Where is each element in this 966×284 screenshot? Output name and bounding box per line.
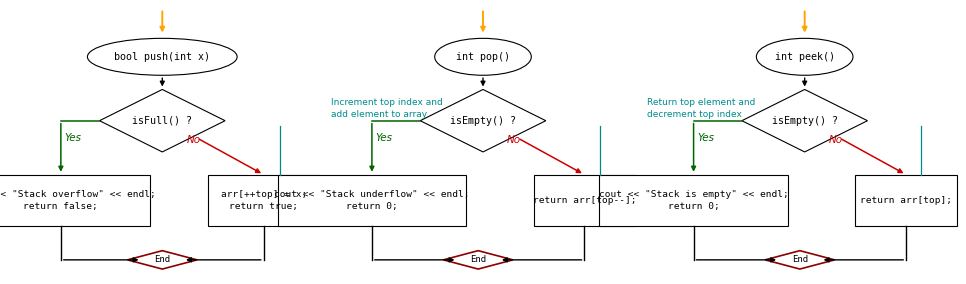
Bar	[856, 175, 956, 226]
Text: isFull() ?: isFull() ?	[132, 116, 192, 126]
Ellipse shape	[435, 38, 531, 75]
Text: Yes: Yes	[697, 133, 715, 143]
Text: No: No	[507, 135, 522, 145]
Polygon shape	[99, 89, 225, 152]
Ellipse shape	[88, 38, 238, 75]
Bar	[278, 175, 466, 226]
Text: Increment top index and
add element to array: Increment top index and add element to a…	[330, 98, 442, 119]
Bar	[209, 175, 320, 226]
Polygon shape	[128, 251, 197, 269]
Text: End: End	[470, 255, 486, 264]
Text: Yes: Yes	[376, 133, 393, 143]
Polygon shape	[742, 89, 867, 152]
Text: isEmpty() ?: isEmpty() ?	[772, 116, 838, 126]
Text: return arr[top--];: return arr[top--];	[532, 196, 637, 205]
Text: return arr[top];: return arr[top];	[860, 196, 952, 205]
Text: int pop(): int pop()	[456, 52, 510, 62]
Text: End: End	[155, 255, 170, 264]
Bar	[534, 175, 636, 226]
Text: cout << "Stack overflow" << endl;
return false;: cout << "Stack overflow" << endl; return…	[0, 190, 156, 211]
Bar	[599, 175, 788, 226]
Polygon shape	[420, 89, 546, 152]
Text: cout << "Stack underflow" << endl;
return 0;: cout << "Stack underflow" << endl; retur…	[274, 190, 469, 211]
Polygon shape	[443, 251, 513, 269]
Bar	[0, 175, 151, 226]
Text: No: No	[186, 135, 201, 145]
Text: int peek(): int peek()	[775, 52, 835, 62]
Text: Return top element and
decrement top index: Return top element and decrement top ind…	[647, 98, 755, 119]
Ellipse shape	[756, 38, 853, 75]
Text: cout << "Stack is empty" << endl;
return 0;: cout << "Stack is empty" << endl; return…	[599, 190, 788, 211]
Text: arr[++top] = x;
return true;: arr[++top] = x; return true;	[220, 190, 307, 211]
Text: Yes: Yes	[65, 133, 82, 143]
Text: No: No	[829, 135, 843, 145]
Text: bool push(int x): bool push(int x)	[114, 52, 211, 62]
Text: isEmpty() ?: isEmpty() ?	[450, 116, 516, 126]
Text: End: End	[792, 255, 808, 264]
Polygon shape	[765, 251, 835, 269]
